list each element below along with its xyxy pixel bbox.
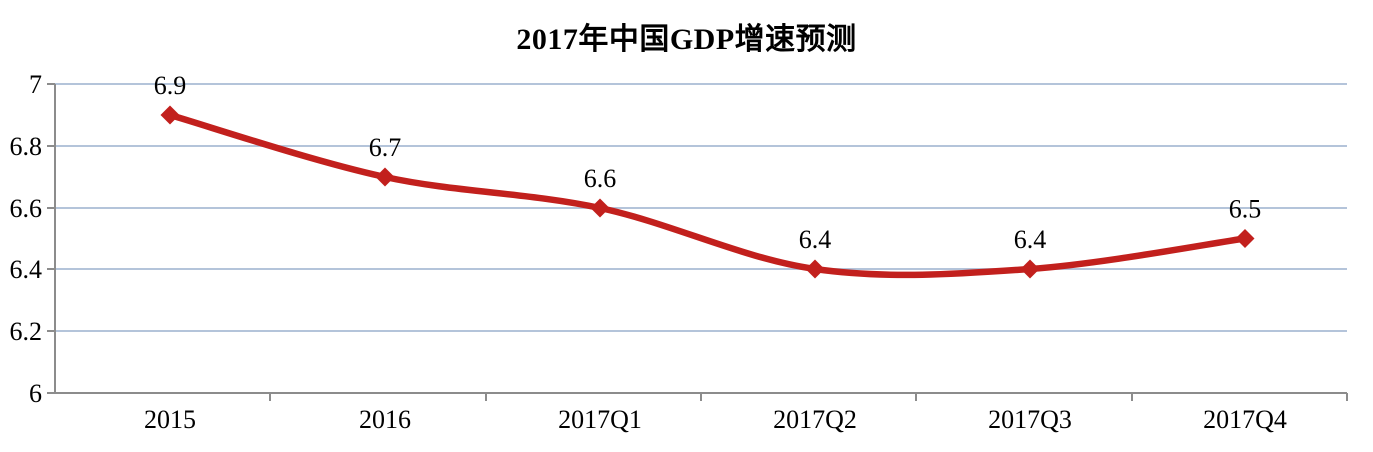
x-tick-label-2015: 2015 [144, 405, 196, 434]
marker-2017q4 [1235, 229, 1255, 248]
x-axis-labels: 2015 2016 2017Q1 2017Q2 2017Q3 2017Q4 [144, 405, 1287, 434]
marker-2017q1 [590, 198, 610, 218]
x-tick-label-2016: 2016 [359, 405, 411, 434]
y-tick-label-6-2: 6.2 [10, 317, 43, 346]
data-labels: 6.9 6.7 6.6 6.4 6.4 6.5 [154, 71, 1262, 254]
chart-title: 2017年中国GDP增速预测 [516, 23, 857, 56]
y-tick-label-6-8: 6.8 [10, 132, 43, 161]
marker-2015 [160, 105, 180, 125]
x-tick-label-2017q4: 2017Q4 [1203, 405, 1287, 434]
marker-2017q3 [1020, 259, 1040, 279]
data-label-2015: 6.9 [154, 71, 187, 100]
y-axis-labels: 7 6.8 6.6 6.4 6.2 6 [10, 70, 43, 408]
data-label-2017q3: 6.4 [1014, 225, 1047, 254]
y-tick-label-6-6: 6.6 [10, 194, 43, 223]
data-label-2017q2: 6.4 [799, 225, 832, 254]
gridlines [55, 83, 1347, 332]
y-tick-label-6: 6 [29, 379, 42, 408]
data-label-2017q1: 6.6 [584, 164, 617, 193]
x-tick-label-2017q2: 2017Q2 [773, 405, 857, 434]
data-label-2016: 6.7 [369, 133, 402, 162]
x-tick-label-2017q1: 2017Q1 [558, 405, 642, 434]
data-label-2017q4: 6.5 [1229, 195, 1262, 224]
axes [47, 83, 1348, 401]
y-tick-label-6-4: 6.4 [10, 255, 43, 284]
y-tick-label-7: 7 [29, 70, 42, 99]
x-tick-label-2017q3: 2017Q3 [988, 405, 1072, 434]
data-point-markers [160, 105, 1255, 279]
marker-2017q2 [805, 259, 825, 279]
gdp-line-series [166, 111, 1249, 279]
marker-2016 [375, 167, 395, 187]
